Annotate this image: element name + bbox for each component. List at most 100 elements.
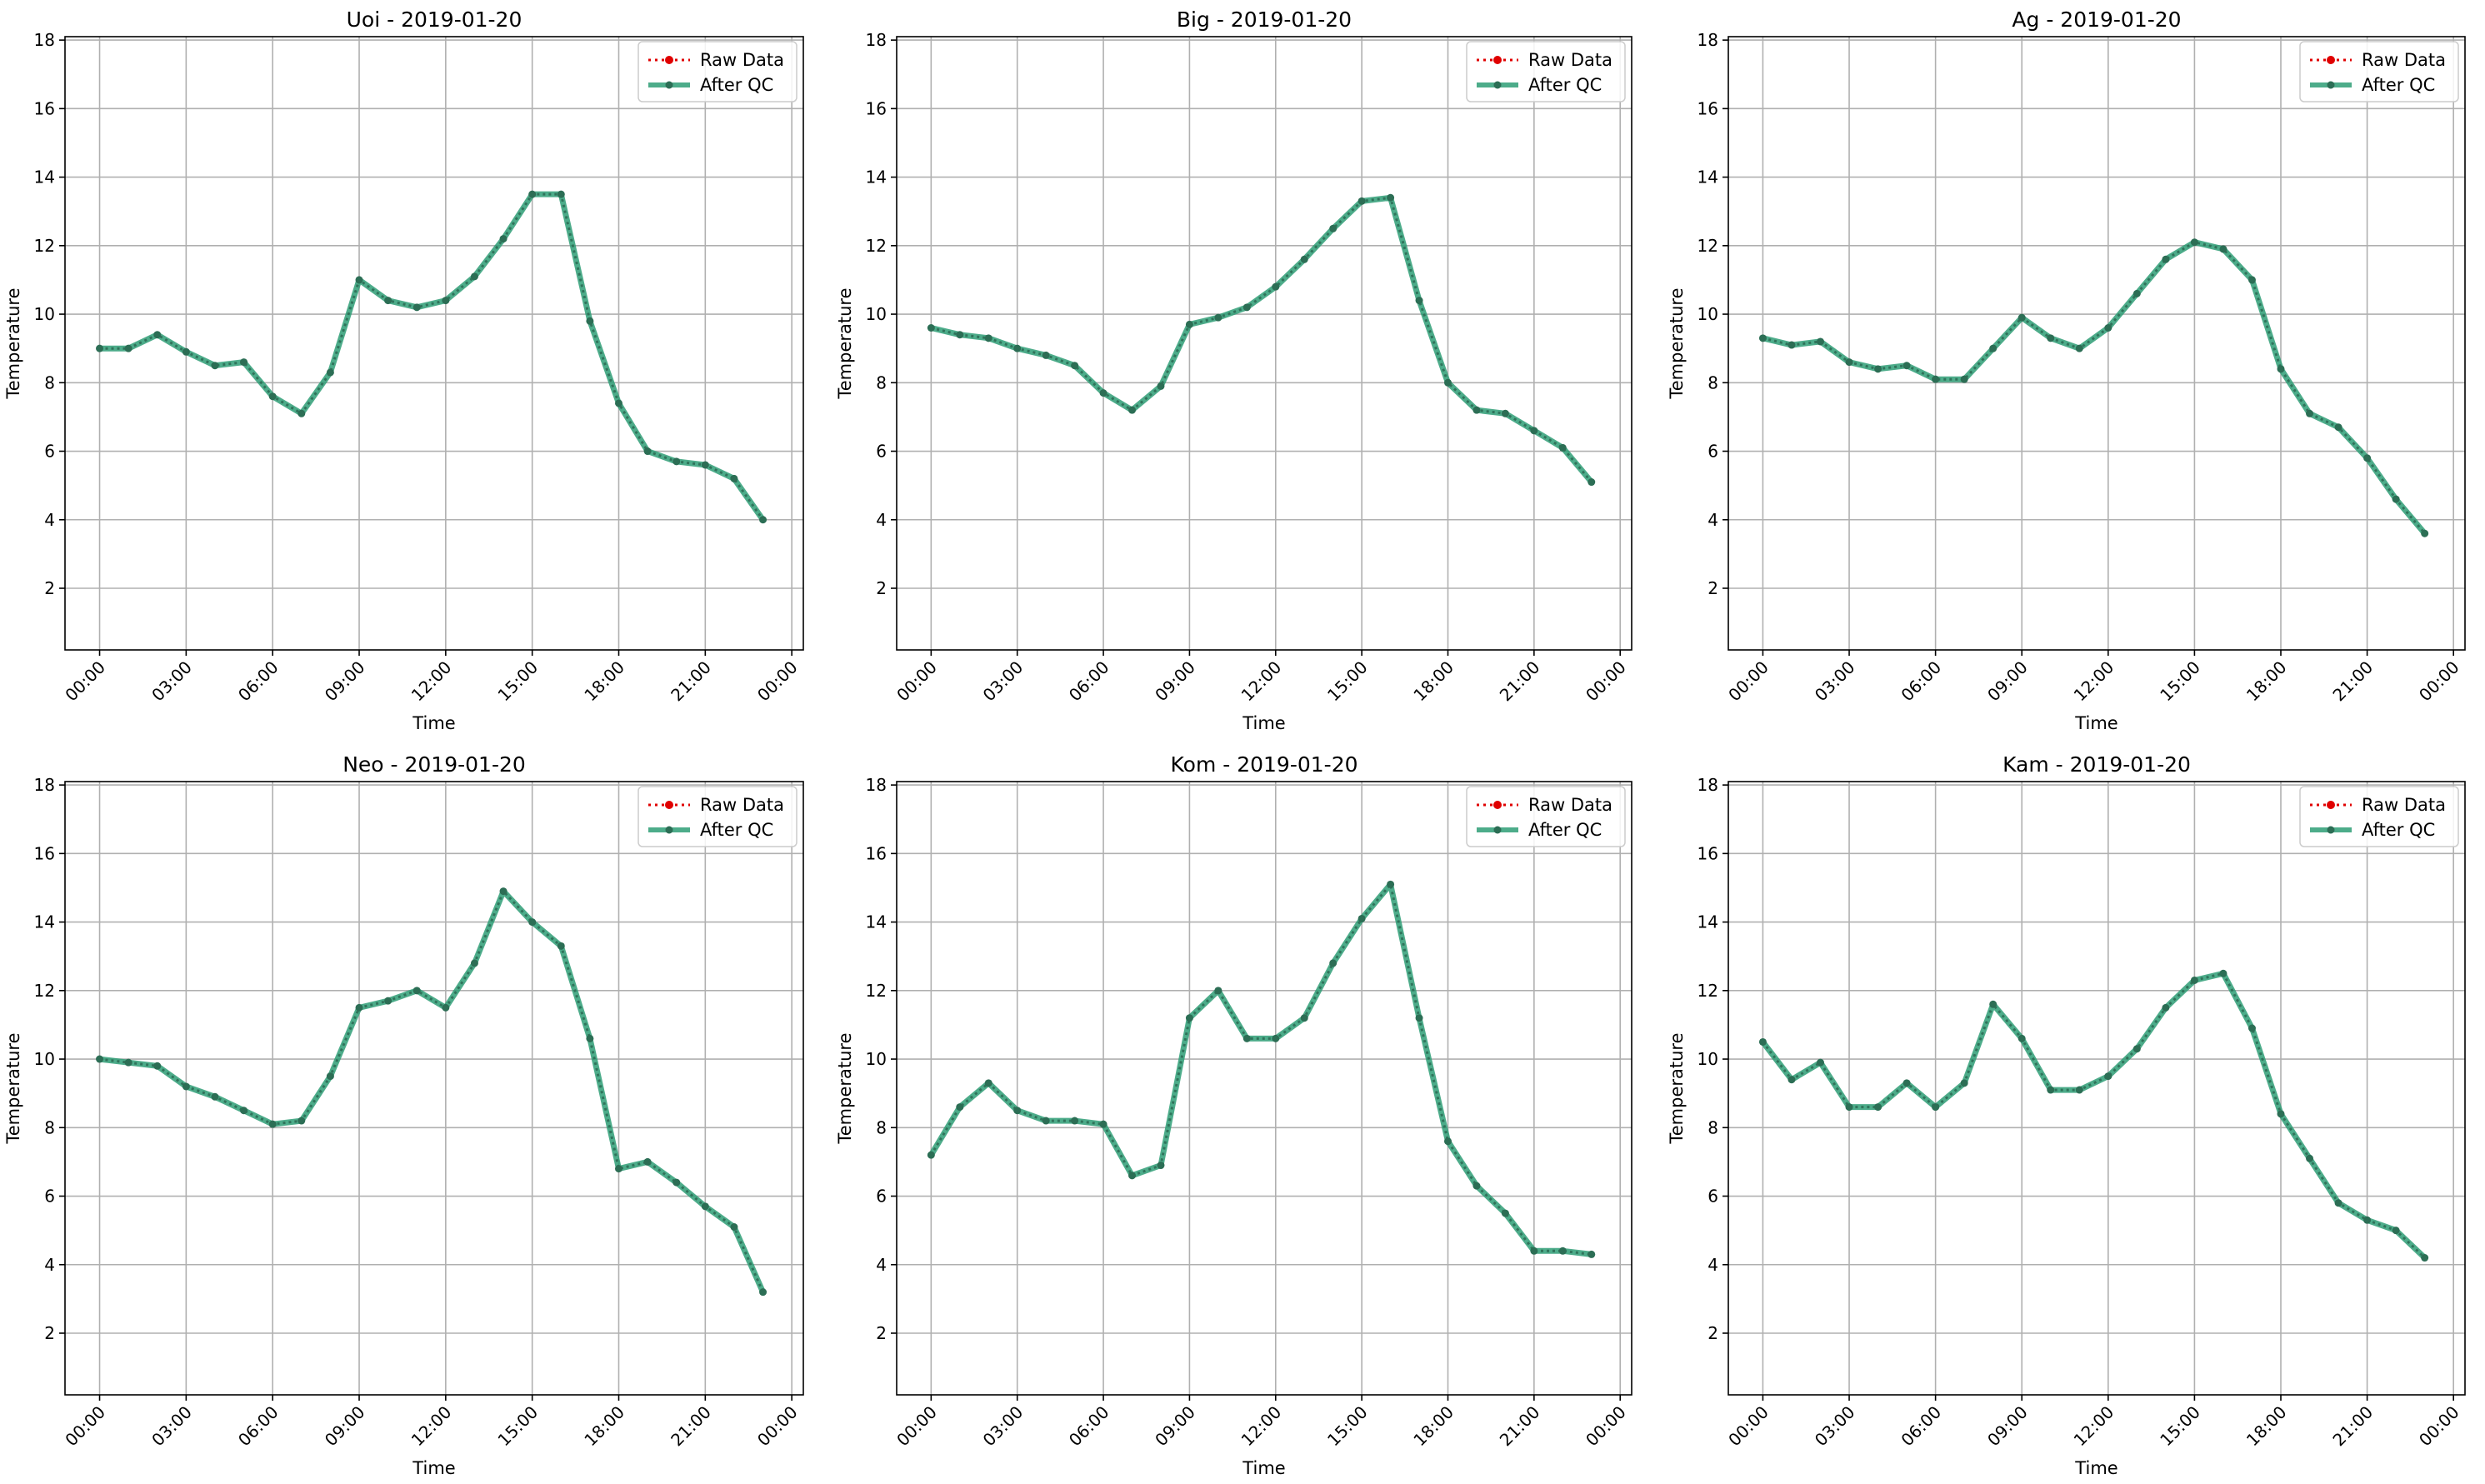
legend-label-raw-data: Raw Data (1528, 795, 1612, 815)
y-axis-label: Temperature (1667, 287, 1687, 399)
y-tick-label: 6 (876, 442, 887, 462)
point-raw-data (472, 274, 477, 279)
y-tick-label: 12 (1698, 236, 1718, 256)
point-raw-data (986, 1081, 991, 1086)
x-tick-label: 21:00 (2328, 657, 2377, 706)
point-raw-data (1388, 195, 1393, 200)
y-tick-label: 18 (34, 30, 55, 50)
point-raw-data (732, 1225, 737, 1230)
x-tick-label: 21:00 (1496, 657, 1544, 706)
point-raw-data (1474, 1183, 1479, 1188)
x-tick-label: 12:00 (2070, 1402, 2118, 1451)
y-tick-label: 6 (1708, 442, 1718, 462)
point-raw-data (530, 920, 535, 925)
point-raw-data (1962, 1081, 1967, 1086)
y-tick-label: 18 (34, 775, 55, 795)
point-raw-data (328, 1074, 332, 1079)
y-tick-label: 6 (1708, 1187, 1718, 1207)
point-raw-data (2221, 971, 2226, 976)
point-raw-data (1933, 377, 1938, 382)
point-raw-data (328, 370, 332, 375)
point-raw-data (2134, 291, 2139, 296)
point-raw-data (2365, 456, 2370, 461)
point-raw-data (1446, 380, 1450, 385)
point-raw-data (558, 943, 563, 948)
point-raw-data (761, 517, 766, 522)
y-tick-label: 16 (866, 98, 887, 118)
y-tick-label: 8 (44, 1117, 55, 1137)
y-tick-label: 14 (34, 167, 55, 187)
point-raw-data (1560, 445, 1565, 450)
y-tick-label: 4 (876, 510, 887, 530)
point-raw-data (2106, 325, 2111, 330)
x-tick-label: 15:00 (2156, 657, 2204, 706)
point-raw-data (155, 1063, 160, 1068)
point-raw-data (1043, 1118, 1048, 1123)
point-raw-data (1876, 1105, 1881, 1110)
y-tick-label: 18 (866, 30, 887, 50)
legend: Raw Data After QC (2299, 786, 2459, 847)
legend-marker-after-qc (1493, 826, 1502, 834)
chart-panel: 2 4 6 8 10 12 14 16 18 00:00 03:00 06:00 09:00 12:00 1… (3, 7, 804, 733)
chart-panel: 2 4 6 8 10 12 14 16 18 00:00 03:00 06:00 09:00 12:00 1… (1667, 7, 2466, 733)
x-tick-label: 09:00 (1983, 657, 2032, 706)
point-raw-data (414, 988, 419, 993)
legend: Raw Data After QC (1466, 41, 1626, 102)
point-raw-data (1187, 322, 1192, 327)
point-raw-data (1933, 1105, 1938, 1110)
x-tick-label: 06:00 (234, 1402, 282, 1451)
x-tick-label: 00:00 (1724, 657, 1772, 706)
legend: Raw Data After QC (638, 41, 798, 102)
point-raw-data (2422, 531, 2428, 536)
point-raw-data (501, 889, 506, 894)
x-tick-label: 00:00 (1582, 657, 1630, 706)
point-raw-data (617, 1167, 621, 1172)
point-raw-data (2422, 1256, 2428, 1261)
point-raw-data (674, 1180, 679, 1185)
y-tick-label: 18 (1698, 775, 1718, 795)
point-raw-data (212, 1094, 218, 1099)
y-tick-label: 8 (44, 372, 55, 392)
series-line-after-qc (1759, 239, 2428, 537)
point-raw-data (761, 1290, 766, 1295)
point-raw-data (270, 394, 275, 399)
point-raw-data (1847, 1105, 1852, 1110)
point-raw-data (1474, 407, 1479, 412)
point-raw-data (1331, 226, 1336, 231)
point-raw-data (2134, 1047, 2139, 1052)
y-tick-label: 8 (1708, 1117, 1718, 1137)
chart-title: Uoi - 2019-01-20 (347, 7, 522, 32)
series-line-after-qc (928, 881, 1595, 1257)
series-line-raw-data (99, 888, 764, 1293)
point-raw-data (645, 1159, 650, 1164)
point-raw-data (1388, 882, 1393, 887)
y-tick-label: 10 (34, 1049, 55, 1069)
point-raw-data (2308, 411, 2312, 416)
point-raw-data (1417, 298, 1422, 303)
legend: Raw Data After QC (638, 786, 798, 847)
x-tick-label: 09:00 (1983, 1402, 2032, 1451)
y-tick-label: 4 (1708, 510, 1718, 530)
point-raw-data (1991, 346, 1996, 351)
chart-panel: 2 4 6 8 10 12 14 16 18 00:00 03:00 06:00 09:00 12:00 1… (3, 752, 804, 1478)
y-tick-label: 2 (44, 1323, 55, 1343)
point-raw-data (2365, 1217, 2370, 1222)
point-raw-data (443, 1005, 448, 1010)
y-tick-label: 8 (876, 372, 887, 392)
x-tick-label: 21:00 (1496, 1402, 1544, 1451)
point-raw-data (1244, 1036, 1249, 1041)
point-raw-data (1818, 339, 1822, 344)
point-raw-data (1532, 428, 1537, 433)
point-raw-data (1101, 391, 1106, 396)
point-raw-data (1216, 988, 1221, 993)
axes-frame (1728, 36, 2466, 651)
x-tick-label: 00:00 (753, 657, 802, 706)
y-tick-label: 16 (1698, 843, 1718, 863)
point-raw-data (2019, 315, 2024, 320)
point-raw-data (1502, 1211, 1508, 1216)
point-raw-data (2393, 1228, 2398, 1233)
point-raw-data (414, 305, 419, 310)
point-raw-data (986, 336, 991, 341)
y-tick-label: 2 (876, 1323, 887, 1343)
point-raw-data (958, 332, 962, 337)
